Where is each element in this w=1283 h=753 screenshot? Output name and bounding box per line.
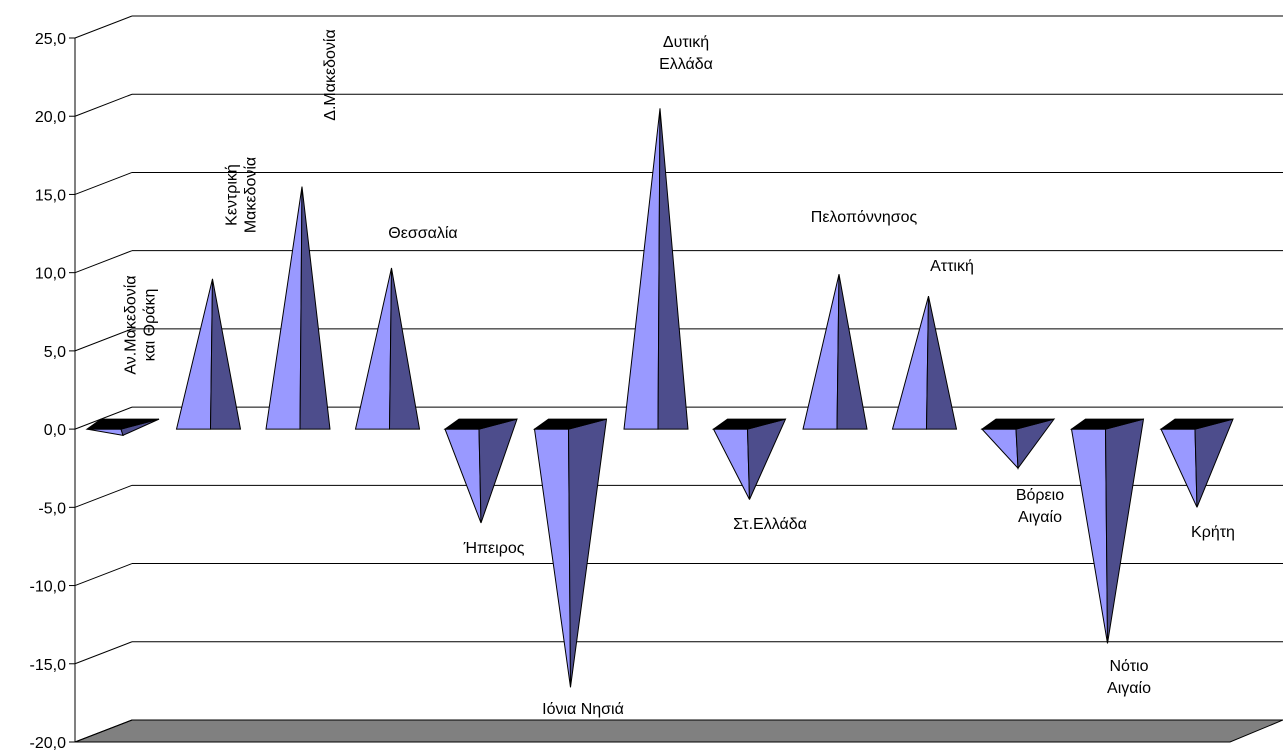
pyramid-face-front: [802, 274, 840, 430]
y-tick-label: -20,0: [30, 735, 67, 752]
chart-floor: [74, 719, 1283, 743]
y-tick-label: -10,0: [30, 579, 67, 596]
pyramid-face-front: [444, 428, 482, 524]
pyramid-face-front: [533, 428, 571, 688]
pyramid-bar: [443, 418, 518, 524]
pyramid-face-front: [265, 186, 303, 430]
category-label: Κεντρική Μακεδονία: [224, 157, 260, 233]
y-axis: 25,0 20,0 15,0 10,0 5,0 0,0 -5,0 -10,0 -15,0 -20,…: [30, 31, 76, 752]
gridline-depth: [74, 250, 133, 274]
gridline-depth: [74, 719, 133, 743]
gridline-depth: [74, 93, 133, 117]
pyramid-bar: [85, 418, 160, 437]
pyramid-base-top: [85, 418, 160, 430]
gridline-depth: [74, 328, 133, 352]
category-label: Νότιο Αιγαίο: [1107, 658, 1151, 697]
pyramid-face-side: [1194, 418, 1234, 508]
category-label: Βόρειο Αιγαίο: [1016, 487, 1064, 526]
pyramid-face-side: [836, 274, 868, 430]
category-label: Ήπειρος: [463, 540, 525, 557]
pyramid-face-front: [1070, 428, 1108, 644]
pyramid-face-front: [623, 108, 661, 430]
pyramid-bar: [354, 267, 421, 430]
pyramid-face-side: [388, 267, 421, 430]
category-label: Πελοπόννησος: [811, 209, 918, 226]
pyramid-face-front: [1160, 428, 1198, 508]
gridline-depth: [74, 563, 133, 587]
pyramid-bar: [711, 418, 787, 500]
pyramid-bar: [980, 418, 1056, 470]
gridline-depth: [74, 171, 133, 195]
pyramid-face-front: [86, 428, 124, 437]
category-label: Αττική: [930, 258, 974, 275]
gridline-depth: [74, 15, 133, 39]
pyramid-base-top: [711, 418, 786, 430]
category-labels: Αν.Μακεδονία και Θράκη Κεντρική Μακεδονία Δ.…: [123, 29, 1235, 718]
pyramid-face-side: [746, 418, 787, 500]
pyramid-base-top: [1159, 418, 1234, 430]
pyramid-face-front: [712, 428, 750, 500]
pyramid-bar: [175, 278, 242, 430]
category-label: Θεσσαλία: [388, 225, 457, 242]
pyramid-face-side: [567, 418, 608, 688]
category-label: Αν.Μακεδονία και Θράκη: [123, 275, 159, 374]
y-tick-label: 5,0: [44, 344, 66, 361]
pyramid-bar: [802, 274, 868, 430]
pyramid-bar: [265, 186, 331, 430]
pyramid-face-side: [657, 108, 689, 430]
gridline-depth: [74, 406, 133, 430]
y-tick-label: 15,0: [35, 187, 66, 204]
pyramid-face-side: [478, 418, 518, 524]
category-label: Κρήτη: [1191, 524, 1235, 541]
category-label: Στ.Ελλάδα: [733, 516, 807, 533]
pyramid-bar: [891, 296, 958, 430]
y-tick-label: 10,0: [35, 266, 66, 283]
pyramid-face-front: [175, 278, 213, 430]
category-label: Δυτική Ελλάδα: [659, 34, 713, 73]
pyramid-face-side: [1104, 418, 1145, 644]
pyramid-face-front: [980, 428, 1019, 470]
gridline-depth: [74, 484, 133, 508]
pyramid-face-side: [209, 278, 242, 430]
y-tick-label: -5,0: [38, 500, 66, 517]
pyramid-bar: [623, 108, 689, 430]
pyramid-face-side: [299, 186, 331, 430]
pyramid-base-top: [1069, 418, 1144, 430]
pyramid-bar: [532, 418, 608, 688]
category-label: Δ.Μακεδονία: [322, 29, 339, 120]
pyramid-face-side: [925, 296, 958, 430]
pyramid-base-top: [443, 418, 518, 430]
y-tick-label: -15,0: [30, 657, 67, 674]
gridline-depth: [74, 641, 133, 665]
pyramid-face-front: [354, 267, 392, 430]
pyramid-bars: [85, 108, 1234, 688]
category-label: Ιόνια Νησιά: [542, 701, 624, 718]
y-tick-label: 0,0: [44, 422, 66, 439]
pyramid-bar: [1159, 418, 1234, 508]
pyramid-face-front: [891, 296, 929, 430]
pyramid-base-top: [532, 418, 607, 430]
pyramid-base-top: [980, 418, 1055, 430]
chart-floor-layer: [74, 719, 1283, 743]
y-tick-label: 20,0: [35, 109, 66, 126]
pyramid-bar: [1069, 418, 1145, 644]
y-tick-label: 25,0: [35, 31, 66, 48]
